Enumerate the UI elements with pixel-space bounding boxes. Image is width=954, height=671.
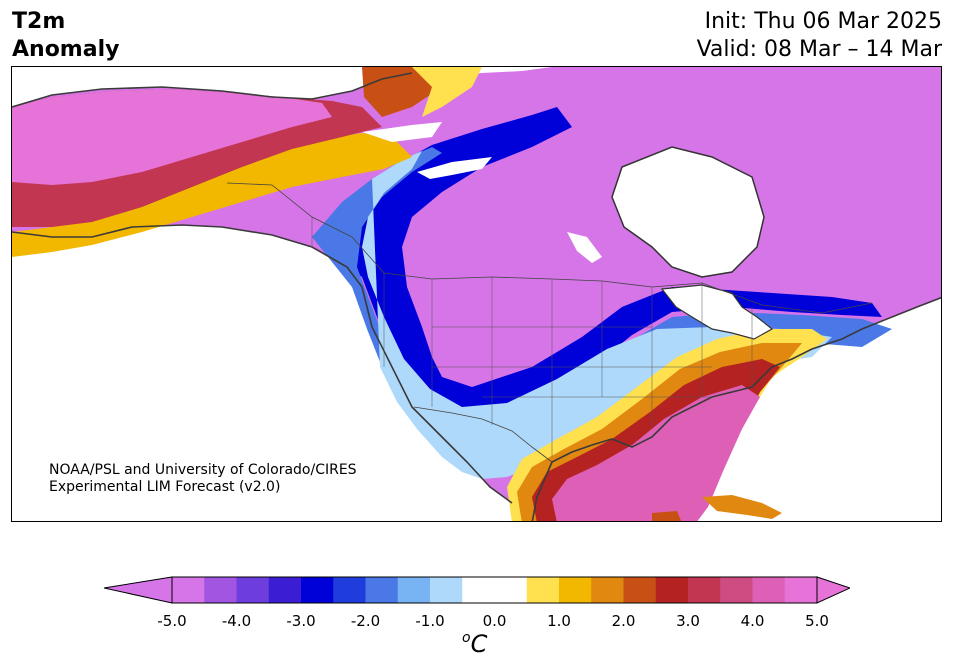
colorbar-segment: [236, 577, 270, 603]
great-bear-lake: [417, 157, 492, 179]
colorbar-segment: [784, 577, 818, 603]
colorbar-tick-label: 0.0: [482, 612, 507, 630]
colorbar-segment: [494, 577, 528, 603]
band-warm-magenta: [552, 385, 760, 521]
lake-winnipeg: [567, 232, 602, 263]
unit-degree: o: [462, 630, 471, 646]
state-lines: [311, 217, 753, 457]
hudson-bay: [611, 146, 765, 278]
colorbar-tick-label: 2.0: [611, 612, 636, 630]
colorbar-segment: [720, 577, 753, 603]
anomaly-map: [11, 66, 942, 522]
credit-line-product: Experimental LIM Forecast (v2.0): [49, 479, 281, 495]
colorbar-segment: [752, 577, 786, 603]
colorbar-segment: [623, 577, 657, 603]
cuba-warm: [702, 495, 782, 519]
colorbar-segment: [526, 577, 560, 603]
colorbar-tick-label: 1.0: [547, 612, 571, 630]
colorbar-segment: [301, 577, 334, 603]
map-title: T2m Anomaly: [12, 8, 119, 64]
arctic-channel: [362, 122, 442, 142]
forecast-dates: Init: Thu 06 Mar 2025 Valid: 08 Mar – 14…: [697, 8, 942, 64]
us-canada-border: [226, 182, 873, 314]
colorbar-segment: [204, 577, 237, 603]
colorbar-extend-low: [104, 576, 173, 604]
colorbar-extend-high: [816, 576, 850, 604]
us-mexico-border: [413, 406, 553, 463]
title-line-anomaly: Anomaly: [12, 37, 120, 62]
colorbar-segment: [430, 577, 463, 603]
credit-line-org: NOAA/PSL and University of Colorado/CIRE…: [49, 462, 357, 478]
colorbar-tick-label: 4.0: [740, 612, 765, 630]
colorbar-tick-label: -3.0: [286, 612, 316, 630]
colorbar-segment: [688, 577, 721, 603]
colorbar-ticks: -5.0 -4.0 -3.0 -2.0 -1.0 0.0 1.0 2.0 3.0 4.0 5.0: [0, 612, 954, 632]
colorbar-segments: [172, 577, 818, 603]
colorbar-tick-label: 5.0: [805, 612, 829, 630]
colorbar-outline: [171, 576, 818, 604]
band-blue-light: [362, 151, 832, 479]
colorbar-segment: [172, 577, 205, 603]
map-canvas: [12, 67, 941, 521]
colorbar-segment: [397, 577, 431, 603]
colorbar-tick-label: -4.0: [221, 612, 252, 630]
alaska-warm-orange: [12, 133, 412, 257]
colorbar-tick-label: 3.0: [676, 612, 700, 630]
init-date: Init: Thu 06 Mar 2025: [704, 9, 942, 34]
alaska-core: [12, 89, 332, 185]
colorbar: [104, 576, 850, 604]
colorbar-tick-label: -5.0: [157, 612, 187, 630]
yucatan-warm: [652, 511, 682, 521]
colorbar-segment: [591, 577, 624, 603]
great-lakes: [660, 284, 774, 340]
colorbar-segment: [655, 577, 689, 603]
unit-letter: C: [470, 630, 488, 658]
colorbar-segment: [268, 577, 302, 603]
colorbar-segment: [365, 577, 399, 603]
title-line-variable: T2m: [12, 9, 66, 34]
arctic-warm-yellow: [412, 67, 482, 117]
valid-range: Valid: 08 Mar – 14 Mar: [696, 37, 942, 62]
data-credit: NOAA/PSL and University of Colorado/CIRE…: [49, 462, 357, 496]
colorbar-segment: [559, 577, 592, 603]
colorbar-tick-label: -2.0: [350, 612, 381, 630]
colorbar-segment: [462, 577, 495, 603]
colorbar-unit: oC: [462, 630, 487, 658]
colorbar-tick-label: -1.0: [415, 612, 445, 630]
colorbar-segment: [333, 577, 366, 603]
